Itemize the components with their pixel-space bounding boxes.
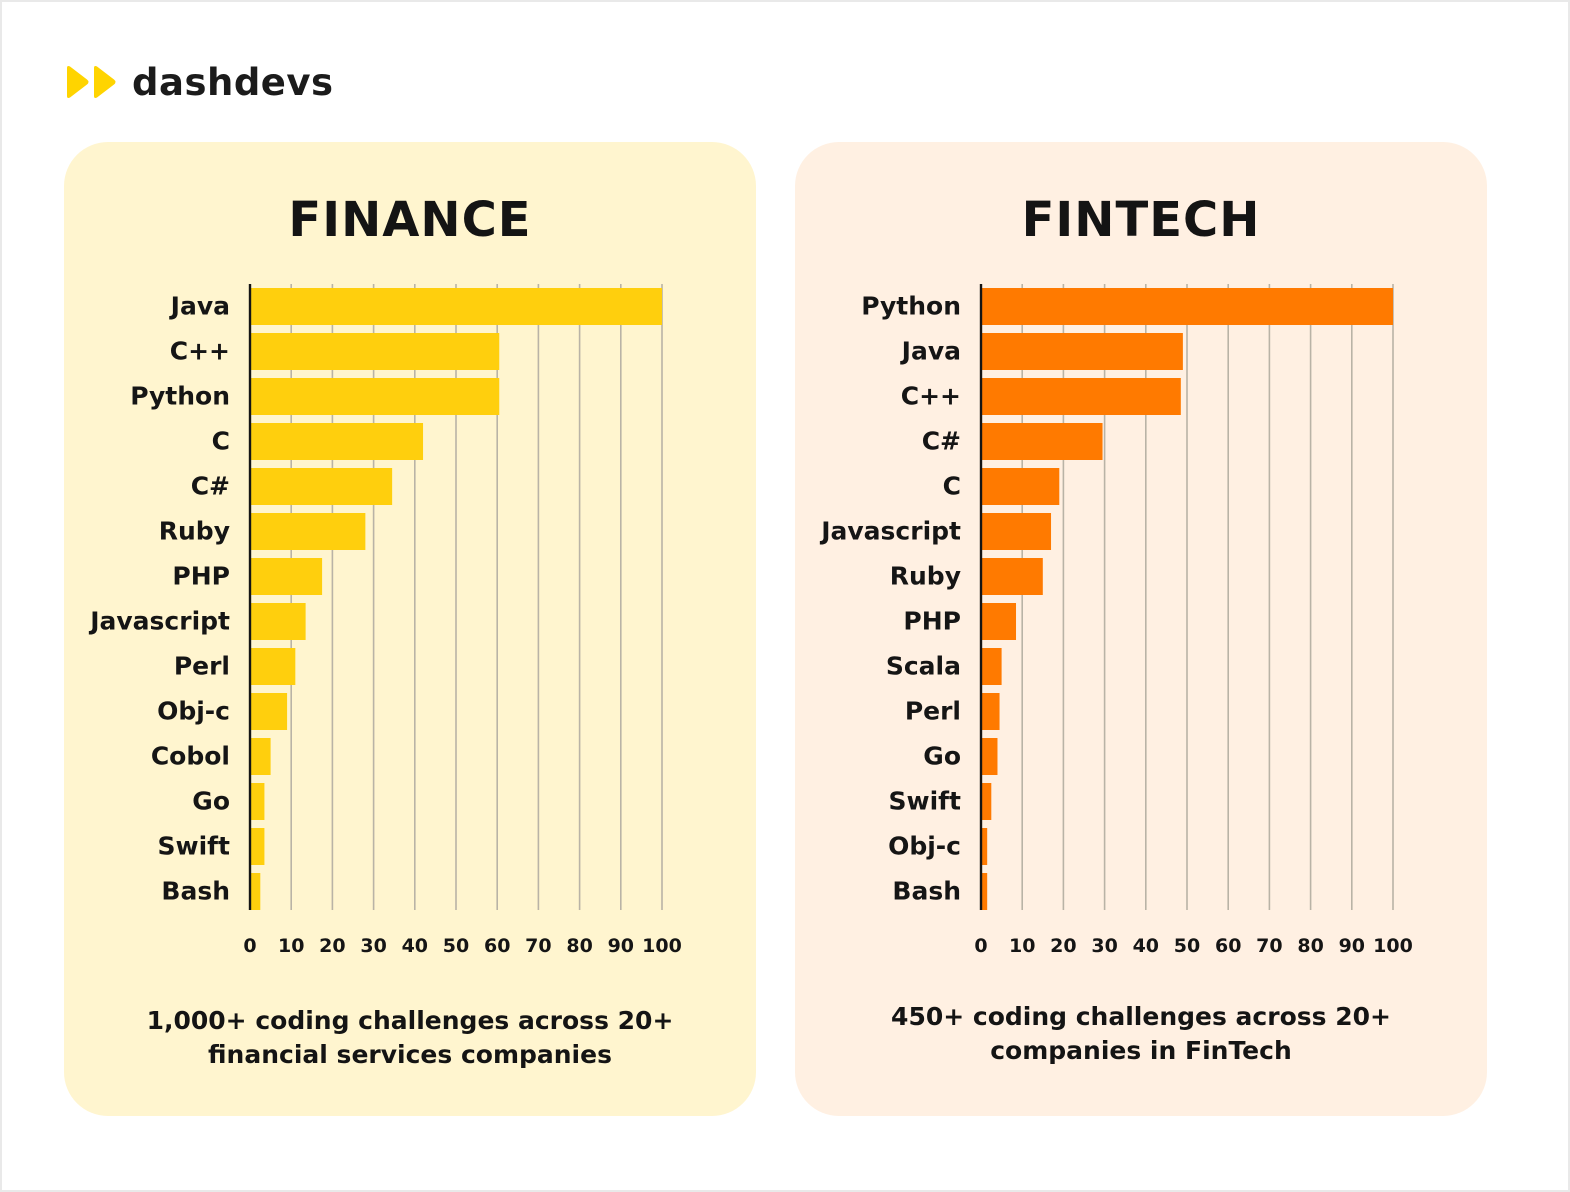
bar-bash — [981, 873, 988, 910]
x-tick-label: 30 — [1091, 935, 1117, 957]
category-label: Swift — [158, 832, 231, 861]
category-label: Go — [192, 787, 230, 816]
category-label: PHP — [172, 562, 230, 591]
x-tick-label: 0 — [974, 935, 987, 957]
bar-java — [981, 333, 1183, 370]
category-label: Obj-c — [888, 832, 961, 861]
finance-bar-chart: Java C++ Python C C# Ruby PHP Javascript Perl Obj… — [88, 284, 682, 957]
bar-c- — [981, 378, 1181, 415]
category-label: PHP — [903, 607, 961, 636]
bar-c — [981, 468, 1060, 505]
x-tick-label: 60 — [1215, 935, 1241, 957]
category-label: Swift — [889, 787, 962, 816]
category-label: C# — [191, 472, 230, 501]
caption-line: 450+ coding challenges across 20+ — [891, 1002, 1391, 1031]
category-label: Java — [169, 292, 230, 321]
brand-name: dashdevs — [132, 60, 334, 104]
category-label: Ruby — [890, 562, 961, 591]
category-label: Cobol — [151, 742, 230, 771]
fintech-panel: FINTECH Python Java C++ C# C Javascript Ruby PH… — [795, 142, 1487, 1116]
category-label: Python — [861, 292, 961, 321]
caption-line: companies in FinTech — [990, 1036, 1292, 1065]
x-tick-label: 30 — [360, 935, 386, 957]
category-label: Java — [900, 337, 961, 366]
bar-ruby — [981, 558, 1043, 595]
bar-swift — [250, 828, 265, 865]
bar-c- — [250, 468, 393, 505]
fintech-bar-chart: Python Java C++ C# C Javascript Ruby PHP Scala Pe… — [819, 284, 1413, 957]
category-label: C++ — [901, 382, 961, 411]
category-label: Perl — [174, 652, 230, 681]
category-label: Obj-c — [157, 697, 230, 726]
x-tick-label: 40 — [1133, 935, 1159, 957]
x-tick-label: 20 — [1050, 935, 1076, 957]
x-tick-label: 40 — [402, 935, 428, 957]
bar-c- — [250, 333, 500, 370]
fintech-panel-title: FINTECH — [1021, 192, 1261, 248]
double-chevron-icon — [67, 66, 116, 98]
category-label: Ruby — [159, 517, 230, 546]
bar-swift — [981, 783, 992, 820]
x-tick-label: 70 — [525, 935, 551, 957]
x-tick-label: 60 — [484, 935, 510, 957]
bar-obj-c — [981, 828, 988, 865]
bar-go — [250, 783, 265, 820]
caption-line: financial services companies — [208, 1040, 612, 1069]
x-tick-label: 50 — [443, 935, 469, 957]
bar-cobol — [250, 738, 271, 775]
finance-panel-title: FINANCE — [288, 192, 532, 248]
x-tick-label: 20 — [319, 935, 345, 957]
category-label: Bash — [892, 877, 961, 906]
bar-scala — [981, 648, 1002, 685]
bar-perl — [981, 693, 1000, 730]
bar-perl — [250, 648, 296, 685]
category-label: Python — [130, 382, 230, 411]
bar-ruby — [250, 513, 366, 550]
category-label: Perl — [905, 697, 961, 726]
x-tick-label: 50 — [1174, 935, 1200, 957]
x-tick-label: 90 — [1339, 935, 1365, 957]
fintech-panel-caption: 450+ coding challenges across 20+ compan… — [815, 1000, 1467, 1068]
category-label: Javascript — [819, 517, 961, 546]
bar-php — [250, 558, 323, 595]
x-tick-label: 0 — [243, 935, 256, 957]
bar-php — [981, 603, 1017, 640]
finance-panel-caption: 1,000+ coding challenges across 20+ fina… — [84, 1004, 736, 1072]
x-tick-label: 10 — [1009, 935, 1035, 957]
bar-c — [250, 423, 424, 460]
bar-c- — [981, 423, 1103, 460]
category-label: Javascript — [88, 607, 230, 636]
category-label: Go — [923, 742, 961, 771]
category-label: C — [212, 427, 230, 456]
category-label: C++ — [170, 337, 230, 366]
finance-panel: FINANCE Java C++ Python C C# Ruby PHP Javascrip… — [64, 142, 756, 1116]
bar-python — [250, 378, 500, 415]
caption-line: 1,000+ coding challenges across 20+ — [146, 1006, 674, 1035]
x-tick-label: 70 — [1256, 935, 1282, 957]
category-label: Bash — [161, 877, 230, 906]
bar-javascript — [981, 513, 1052, 550]
x-tick-label: 90 — [608, 935, 634, 957]
bar-bash — [250, 873, 261, 910]
bar-go — [981, 738, 998, 775]
category-label: C# — [922, 427, 961, 456]
bar-javascript — [250, 603, 306, 640]
category-label: C — [943, 472, 961, 501]
x-tick-label: 100 — [642, 935, 682, 957]
brand-header: dashdevs — [64, 58, 334, 106]
x-tick-label: 80 — [1297, 935, 1323, 957]
x-tick-label: 80 — [566, 935, 592, 957]
bar-java — [250, 288, 662, 325]
category-label: Scala — [886, 652, 961, 681]
bar-obj-c — [250, 693, 288, 730]
x-tick-label: 10 — [278, 935, 304, 957]
bar-python — [981, 288, 1393, 325]
x-tick-label: 100 — [1373, 935, 1413, 957]
